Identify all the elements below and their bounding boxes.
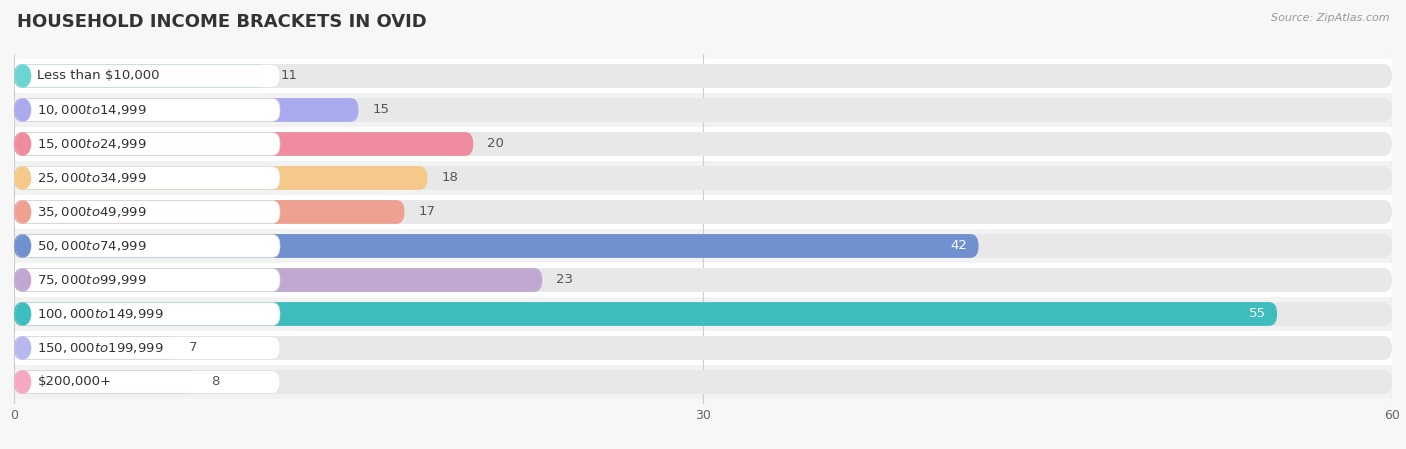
- FancyBboxPatch shape: [15, 371, 280, 393]
- FancyBboxPatch shape: [14, 234, 979, 258]
- Text: $50,000 to $74,999: $50,000 to $74,999: [38, 239, 148, 253]
- Circle shape: [15, 371, 31, 393]
- FancyBboxPatch shape: [14, 336, 1392, 360]
- FancyBboxPatch shape: [14, 302, 1392, 326]
- FancyBboxPatch shape: [14, 132, 1392, 156]
- FancyBboxPatch shape: [14, 59, 1392, 93]
- Circle shape: [15, 167, 31, 189]
- FancyBboxPatch shape: [14, 64, 1392, 88]
- FancyBboxPatch shape: [15, 303, 280, 325]
- Text: $100,000 to $149,999: $100,000 to $149,999: [38, 307, 165, 321]
- Text: 15: 15: [373, 103, 389, 116]
- FancyBboxPatch shape: [14, 127, 1392, 161]
- FancyBboxPatch shape: [14, 336, 174, 360]
- Text: $200,000+: $200,000+: [38, 375, 111, 388]
- FancyBboxPatch shape: [14, 200, 1392, 224]
- Text: $25,000 to $34,999: $25,000 to $34,999: [38, 171, 148, 185]
- Text: 42: 42: [950, 239, 967, 252]
- Circle shape: [15, 269, 31, 291]
- Circle shape: [15, 235, 31, 257]
- Text: Source: ZipAtlas.com: Source: ZipAtlas.com: [1271, 13, 1389, 23]
- FancyBboxPatch shape: [14, 268, 543, 292]
- Text: 18: 18: [441, 172, 458, 185]
- FancyBboxPatch shape: [14, 166, 427, 190]
- Text: 17: 17: [418, 206, 436, 219]
- Text: 20: 20: [486, 137, 503, 150]
- FancyBboxPatch shape: [14, 166, 1392, 190]
- Text: 7: 7: [188, 342, 197, 355]
- FancyBboxPatch shape: [14, 331, 1392, 365]
- Text: $35,000 to $49,999: $35,000 to $49,999: [38, 205, 148, 219]
- Text: 23: 23: [555, 273, 574, 286]
- FancyBboxPatch shape: [14, 195, 1392, 229]
- Text: $75,000 to $99,999: $75,000 to $99,999: [38, 273, 148, 287]
- Text: 8: 8: [211, 375, 219, 388]
- Circle shape: [15, 303, 31, 325]
- FancyBboxPatch shape: [15, 201, 280, 223]
- Circle shape: [15, 201, 31, 223]
- FancyBboxPatch shape: [14, 93, 1392, 127]
- FancyBboxPatch shape: [15, 65, 280, 87]
- FancyBboxPatch shape: [14, 200, 405, 224]
- Text: 55: 55: [1249, 308, 1265, 321]
- FancyBboxPatch shape: [15, 167, 280, 189]
- FancyBboxPatch shape: [14, 268, 1392, 292]
- Text: $150,000 to $199,999: $150,000 to $199,999: [38, 341, 165, 355]
- Circle shape: [15, 337, 31, 359]
- FancyBboxPatch shape: [14, 132, 474, 156]
- Text: 11: 11: [280, 70, 298, 83]
- Circle shape: [15, 133, 31, 155]
- FancyBboxPatch shape: [14, 302, 1277, 326]
- Circle shape: [15, 65, 31, 87]
- FancyBboxPatch shape: [14, 98, 1392, 122]
- Text: $10,000 to $14,999: $10,000 to $14,999: [38, 103, 148, 117]
- Circle shape: [15, 99, 31, 121]
- FancyBboxPatch shape: [14, 234, 1392, 258]
- FancyBboxPatch shape: [14, 370, 198, 394]
- FancyBboxPatch shape: [15, 133, 280, 155]
- FancyBboxPatch shape: [14, 263, 1392, 297]
- Text: HOUSEHOLD INCOME BRACKETS IN OVID: HOUSEHOLD INCOME BRACKETS IN OVID: [17, 13, 426, 31]
- FancyBboxPatch shape: [14, 161, 1392, 195]
- Text: Less than $10,000: Less than $10,000: [38, 70, 160, 83]
- FancyBboxPatch shape: [14, 297, 1392, 331]
- FancyBboxPatch shape: [14, 370, 1392, 394]
- FancyBboxPatch shape: [14, 64, 267, 88]
- FancyBboxPatch shape: [14, 229, 1392, 263]
- FancyBboxPatch shape: [15, 269, 280, 291]
- FancyBboxPatch shape: [15, 235, 280, 257]
- FancyBboxPatch shape: [14, 98, 359, 122]
- FancyBboxPatch shape: [15, 99, 280, 121]
- FancyBboxPatch shape: [14, 365, 1392, 399]
- FancyBboxPatch shape: [15, 337, 280, 359]
- Text: $15,000 to $24,999: $15,000 to $24,999: [38, 137, 148, 151]
